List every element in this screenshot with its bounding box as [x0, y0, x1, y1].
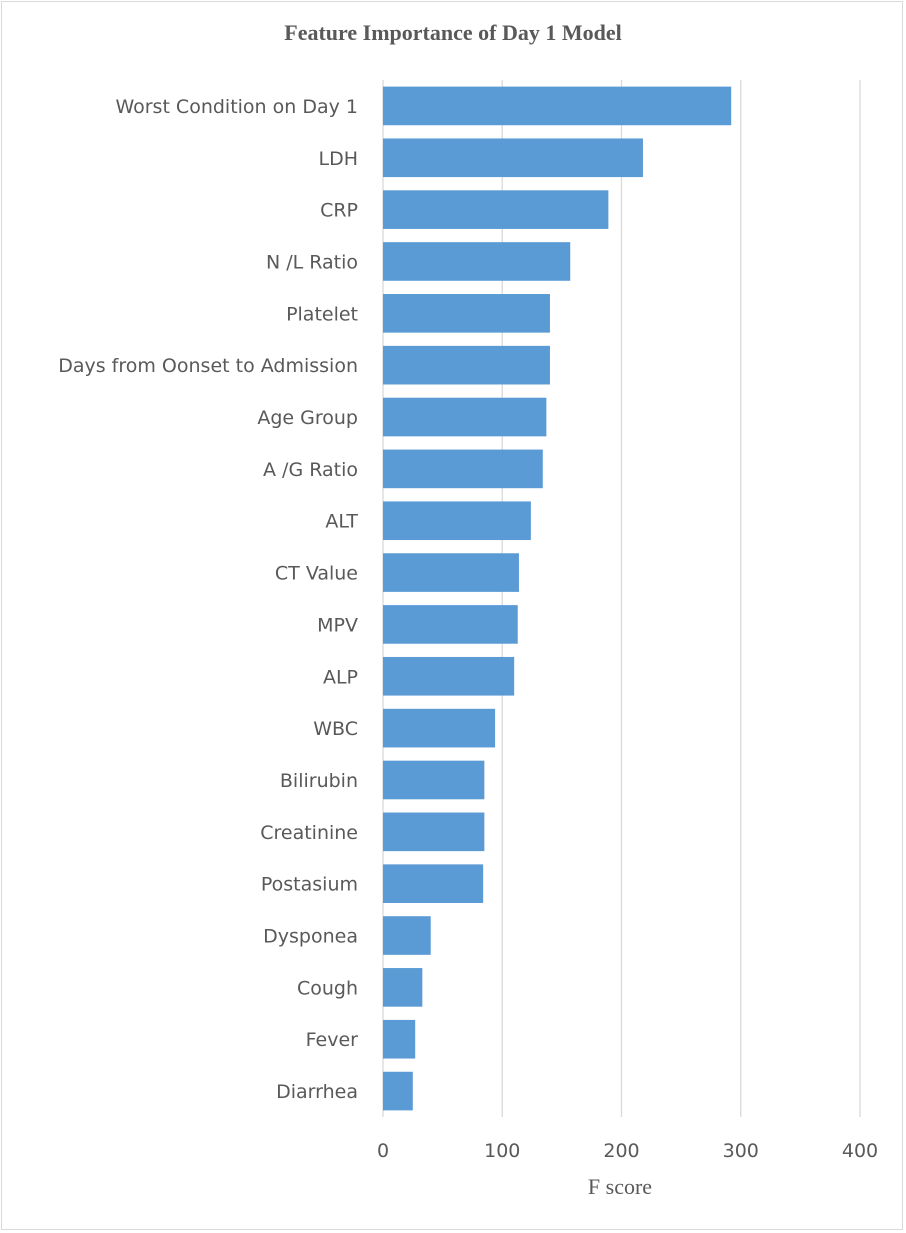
bar — [383, 708, 496, 748]
bars — [383, 86, 732, 1111]
gridlines — [382, 80, 861, 1117]
category-label: Cough — [297, 977, 358, 999]
category-label: Days from Oonset to Admission — [58, 355, 358, 377]
bar — [383, 916, 431, 955]
bar — [383, 864, 484, 903]
bar — [383, 242, 571, 281]
category-label: N /L Ratio — [266, 251, 358, 273]
bar — [383, 86, 732, 126]
category-labels: Worst Condition on Day 1 LDH CRP N /L Ratio… — [58, 96, 358, 1103]
chart-title: Feature Importance of Day 1 Model — [284, 20, 622, 45]
category-label: WBC — [313, 718, 358, 740]
category-label: ALP — [323, 666, 358, 688]
bar — [383, 553, 519, 592]
category-label: CRP — [320, 200, 358, 222]
bar — [383, 449, 543, 489]
bar — [383, 760, 485, 800]
bar — [383, 968, 423, 1007]
category-label: Bilirubin — [280, 770, 358, 792]
x-tick-label: 0 — [377, 1140, 389, 1162]
bar — [383, 1071, 413, 1111]
category-label: Postasium — [261, 874, 358, 896]
bar — [383, 656, 515, 696]
category-label: LDH — [318, 148, 358, 170]
x-tick-label: 200 — [603, 1140, 639, 1162]
category-label: MPV — [317, 614, 358, 636]
bar — [383, 294, 550, 333]
bar — [383, 190, 609, 229]
bar — [383, 812, 485, 852]
x-tick-label: 400 — [842, 1140, 878, 1162]
category-label: A /G Ratio — [263, 459, 358, 481]
x-axis-label: F score — [587, 1174, 653, 1199]
bar — [383, 605, 518, 644]
bar — [383, 345, 550, 385]
x-tick-label: 100 — [484, 1140, 520, 1162]
x-tick-label: 300 — [723, 1140, 759, 1162]
category-label: CT Value — [275, 563, 358, 585]
bar — [383, 501, 531, 541]
bar — [383, 1019, 416, 1059]
category-label: Age Group — [257, 407, 358, 429]
x-tick-labels: 0 100 200 300 400 — [377, 1140, 878, 1162]
bar — [383, 397, 547, 437]
category-label: Dysponea — [263, 926, 358, 948]
category-label: ALT — [325, 511, 358, 533]
category-label: Worst Condition on Day 1 — [115, 96, 358, 118]
bar — [383, 138, 643, 178]
category-label: Creatinine — [260, 822, 358, 844]
category-label: Diarrhea — [276, 1081, 358, 1103]
category-label: Platelet — [286, 303, 358, 325]
category-label: Fever — [306, 1029, 359, 1051]
